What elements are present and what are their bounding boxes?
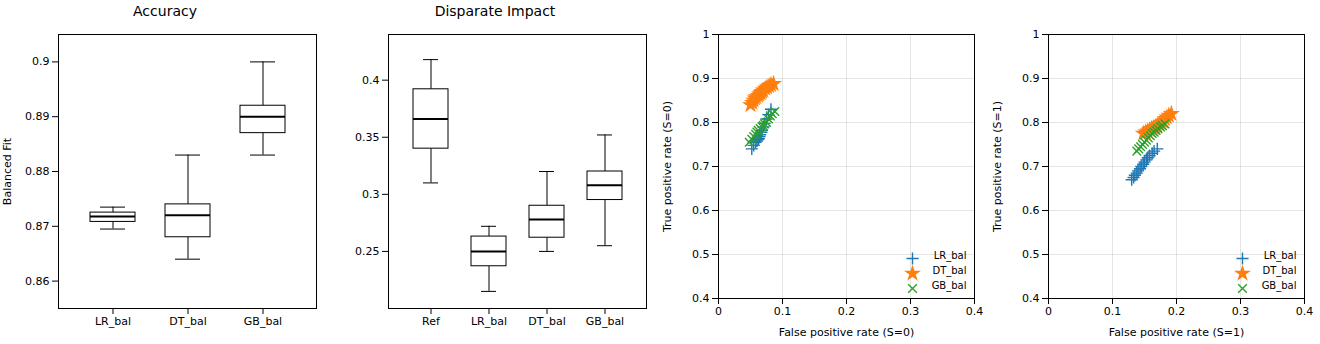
svg-text:DT_bal: DT_bal — [932, 265, 966, 277]
svg-text:0.1: 0.1 — [774, 305, 792, 318]
svg-text:0.9: 0.9 — [32, 55, 50, 68]
svg-text:False positive rate (S=1): False positive rate (S=1) — [1109, 326, 1244, 339]
svg-text:LR_bal: LR_bal — [95, 315, 131, 328]
svg-text:0.7: 0.7 — [1022, 160, 1040, 173]
svg-text:GB_bal: GB_bal — [1262, 280, 1297, 292]
svg-text:0.1: 0.1 — [1104, 305, 1122, 318]
svg-text:0.5: 0.5 — [1022, 248, 1040, 261]
svg-text:GB_bal: GB_bal — [586, 315, 624, 328]
svg-text:GB_bal: GB_bal — [932, 280, 967, 292]
svg-text:1: 1 — [1033, 28, 1040, 41]
svg-text:0.2: 0.2 — [838, 305, 856, 318]
svg-text:0.9: 0.9 — [1022, 72, 1040, 85]
svg-text:0.3: 0.3 — [1232, 305, 1250, 318]
svg-text:0.35: 0.35 — [355, 131, 380, 144]
svg-text:0.7: 0.7 — [692, 160, 710, 173]
svg-text:0.4: 0.4 — [692, 292, 710, 305]
svg-text:0.6: 0.6 — [1022, 204, 1040, 217]
svg-text:0: 0 — [1045, 305, 1052, 318]
html-text:Disparate Impact: Disparate Impact — [434, 3, 556, 19]
svg-text:0.3: 0.3 — [902, 305, 920, 318]
svg-text:True positive rate (S=1): True positive rate (S=1) — [991, 101, 1004, 233]
svg-text:0.5: 0.5 — [692, 248, 710, 261]
svg-text:0.4: 0.4 — [1296, 305, 1314, 318]
svg-text:GB_bal: GB_bal — [244, 315, 282, 328]
svg-text:DT_bal: DT_bal — [169, 315, 206, 328]
svg-text:Ref: Ref — [422, 315, 441, 328]
svg-text:LR_bal: LR_bal — [1264, 250, 1297, 262]
svg-text:0.8: 0.8 — [692, 116, 710, 129]
svg-text:DT_bal: DT_bal — [528, 315, 565, 328]
svg-text:Balanced Fit: Balanced Fit — [1, 137, 14, 205]
svg-text:LR_bal: LR_bal — [471, 315, 507, 328]
svg-text:0.88: 0.88 — [25, 165, 50, 178]
svg-text:DT_bal: DT_bal — [1262, 265, 1296, 277]
svg-text:0.8: 0.8 — [1022, 116, 1040, 129]
svg-text:0.9: 0.9 — [692, 72, 710, 85]
svg-text:False positive rate (S=0): False positive rate (S=0) — [779, 326, 914, 339]
svg-text:0: 0 — [715, 305, 722, 318]
svg-text:0.2: 0.2 — [1168, 305, 1186, 318]
html-text:Accuracy: Accuracy — [133, 3, 197, 19]
svg-text:0.6: 0.6 — [692, 204, 710, 217]
svg-text:0.25: 0.25 — [355, 245, 380, 258]
svg-text:LR_bal: LR_bal — [934, 250, 967, 262]
svg-text:0.3: 0.3 — [362, 188, 380, 201]
svg-text:0.87: 0.87 — [25, 220, 50, 233]
svg-text:0.4: 0.4 — [966, 305, 984, 318]
svg-text:0.86: 0.86 — [25, 275, 50, 288]
svg-text:0.4: 0.4 — [1022, 292, 1040, 305]
svg-text:0.89: 0.89 — [25, 110, 50, 123]
svg-text:1: 1 — [703, 28, 710, 41]
svg-text:0.4: 0.4 — [362, 74, 380, 87]
svg-text:True positive rate (S=0): True positive rate (S=0) — [661, 101, 674, 233]
